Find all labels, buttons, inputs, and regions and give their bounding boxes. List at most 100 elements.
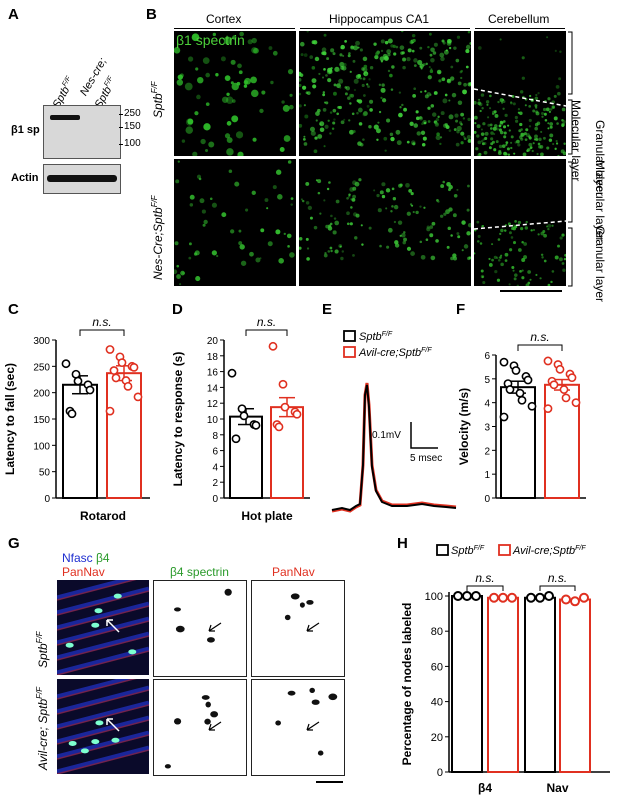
micrograph-speck: [490, 142, 494, 146]
micrograph-speck: [381, 194, 386, 199]
micrograph-speck: [529, 94, 532, 98]
micrograph-speck: [272, 50, 278, 56]
micrograph-speck: [561, 122, 565, 127]
micrograph-speck: [328, 224, 332, 228]
micrograph-speck: [216, 254, 219, 258]
axon: [57, 679, 136, 700]
micrograph-speck: [436, 132, 440, 137]
layer-brackets: [568, 31, 573, 287]
significance-label: n.s.: [92, 315, 111, 329]
micrograph-speck: [441, 77, 446, 82]
micrograph-speck: [228, 169, 233, 173]
micrograph-speck: [514, 273, 518, 277]
micrograph-speck: [234, 181, 240, 187]
micrograph-speck: [532, 228, 536, 232]
micrograph-speck: [386, 49, 392, 55]
micrograph-speck: [383, 136, 388, 141]
micrograph-speck: [251, 190, 256, 195]
x-axis-label: Hot plate: [241, 509, 293, 523]
micrograph-speck: [379, 56, 385, 62]
micrograph-speck: [460, 112, 465, 117]
micrograph-speck: [429, 233, 434, 238]
micrograph-speck: [188, 242, 192, 246]
micrograph-speck: [342, 62, 347, 67]
micrograph-speck: [279, 147, 285, 152]
micrograph-speck: [503, 135, 507, 139]
beta4-image-cko: [153, 679, 247, 776]
micrograph-speck: [323, 199, 326, 202]
y-tick-label: 150: [33, 415, 50, 426]
micrograph-speck: [243, 84, 248, 88]
micrograph-speck: [268, 46, 273, 50]
micrograph-speck: [424, 94, 429, 99]
micrograph-speck: [203, 123, 211, 131]
micrograph-speck: [534, 126, 539, 131]
micrograph-speck: [559, 257, 563, 262]
micrograph-speck: [264, 198, 269, 202]
micrograph-speck: [401, 31, 404, 33]
micrograph-speck: [176, 79, 184, 86]
data-point: [292, 409, 302, 419]
micrograph-speck: [313, 149, 318, 154]
micrograph-speck: [516, 139, 520, 144]
micrograph-speck: [521, 56, 525, 60]
micrograph-speck: [524, 138, 528, 142]
micrograph-speck: [481, 107, 484, 110]
micrograph-speck: [347, 96, 351, 100]
micrograph-speck: [375, 51, 379, 56]
micrograph-speck: [389, 73, 393, 78]
node-spot: [91, 739, 100, 745]
micrograph-speck: [501, 121, 504, 124]
data-point: [526, 592, 536, 603]
micrograph-speck: [547, 283, 551, 286]
micrograph-speck: [406, 246, 412, 251]
micrograph-speck: [467, 222, 471, 228]
micrograph-speck: [474, 115, 478, 120]
micrograph-speck: [287, 245, 290, 248]
node-spot: [128, 649, 137, 655]
micrograph-speck: [548, 138, 553, 142]
micrograph-speck: [486, 103, 489, 106]
micrograph-speck: [480, 128, 483, 131]
data-point: [471, 591, 481, 601]
y-tick-label: 18: [207, 352, 219, 363]
micrograph-speck: [554, 147, 557, 151]
node-spot: [287, 690, 296, 696]
micrograph-speck: [520, 132, 523, 135]
micrograph-speck: [369, 66, 374, 70]
micrograph-speck: [455, 119, 459, 123]
micrograph-speck: [430, 58, 435, 63]
micrograph-speck: [299, 123, 303, 128]
micrograph-speck: [379, 190, 384, 195]
micrograph-speck: [346, 211, 350, 216]
node-spot: [205, 701, 211, 708]
micrograph-speck: [352, 194, 357, 199]
node-spot: [65, 642, 74, 648]
micrograph-speck: [253, 47, 259, 54]
micrograph-speck: [327, 78, 332, 83]
micrograph-speck: [174, 241, 179, 246]
micrograph-speck: [448, 114, 454, 120]
micrograph-speck: [208, 141, 215, 148]
micrograph-speck: [448, 184, 453, 190]
node-spot: [306, 599, 314, 605]
data-point: [570, 596, 580, 607]
micrograph-speck: [343, 118, 346, 121]
micrograph-speck: [435, 135, 441, 141]
micrograph-speck: [323, 68, 326, 71]
micrograph-speck: [399, 45, 405, 50]
micrograph-speck: [503, 120, 506, 123]
beta1-spectrin-inset-label: β1 spectrin: [176, 32, 245, 48]
micrograph-speck: [412, 142, 416, 146]
micrograph-speck: [495, 127, 499, 131]
micrograph-speck: [509, 248, 513, 252]
micrograph-texture: [474, 88, 566, 156]
legend-swatch-cko: [498, 544, 511, 556]
micrograph-speck: [287, 69, 294, 75]
panel-label-a: A: [8, 6, 19, 23]
micrograph-speck: [563, 142, 566, 145]
micrograph-speck: [309, 216, 313, 220]
data-point: [561, 393, 571, 403]
micrograph-speck: [251, 47, 258, 54]
micrograph-speck: [224, 75, 231, 81]
